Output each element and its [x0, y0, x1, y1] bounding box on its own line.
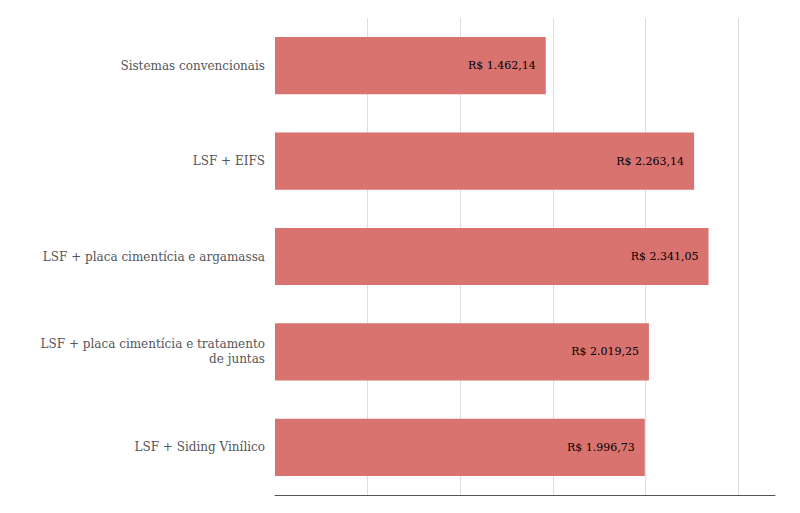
svg-text:Sistemas convencionais: Sistemas convencionais [120, 59, 265, 73]
svg-text:R$ 1.996,73: R$ 1.996,73 [567, 441, 635, 454]
svg-text:R$ 2.263,14: R$ 2.263,14 [616, 155, 684, 168]
svg-text:de juntas: de juntas [209, 352, 265, 366]
svg-text:LSF + placa cimentícia e trata: LSF + placa cimentícia e tratamento [41, 337, 265, 351]
svg-text:LSF + EIFS: LSF + EIFS [193, 154, 265, 168]
svg-text:R$ 2.019,25: R$ 2.019,25 [571, 345, 639, 358]
svg-text:R$ 1.462,14: R$ 1.462,14 [468, 59, 536, 72]
svg-text:LSF + Siding Vinílico: LSF + Siding Vinílico [135, 440, 265, 454]
svg-text:LSF + placa cimentícia e argam: LSF + placa cimentícia e argamassa [43, 250, 265, 264]
svg-text:R$ 2.341,05: R$ 2.341,05 [631, 250, 699, 263]
